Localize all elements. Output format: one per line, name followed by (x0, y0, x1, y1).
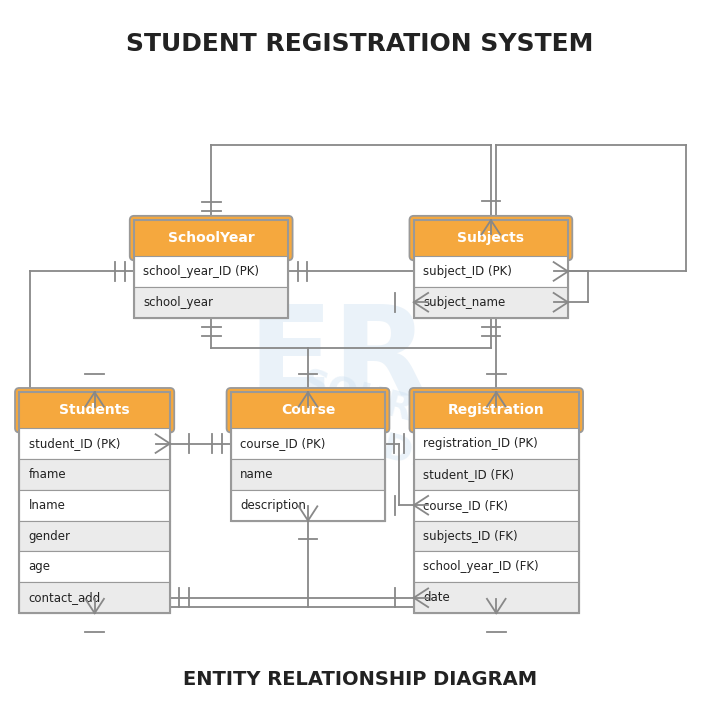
Text: date: date (423, 591, 450, 604)
Text: Students: Students (59, 403, 130, 417)
Bar (231, 459, 385, 490)
Text: school_year_ID (PK): school_year_ID (PK) (143, 265, 259, 278)
Bar (414, 582, 579, 613)
Text: lname: lname (29, 499, 66, 512)
Text: subject_ID (PK): subject_ID (PK) (423, 265, 512, 278)
Bar (19, 521, 170, 552)
Bar (414, 459, 579, 490)
Text: Registration: Registration (448, 403, 544, 417)
Text: ENTITY RELATIONSHIP DIAGRAM: ENTITY RELATIONSHIP DIAGRAM (183, 670, 537, 688)
Text: gender: gender (29, 530, 71, 543)
Text: subjects_ID (FK): subjects_ID (FK) (423, 530, 518, 543)
Bar (414, 287, 568, 318)
Bar (19, 392, 170, 613)
Text: school_year: school_year (143, 296, 213, 309)
Bar (231, 490, 385, 521)
Text: course_ID (FK): course_ID (FK) (423, 499, 508, 512)
Bar (231, 392, 385, 521)
Text: Subjects: Subjects (457, 231, 524, 245)
Bar (231, 428, 385, 459)
Text: STUDENT REGISTRATION SYSTEM: STUDENT REGISTRATION SYSTEM (126, 32, 594, 56)
Bar (19, 582, 170, 613)
Text: school_year_ID (FK): school_year_ID (FK) (423, 560, 539, 573)
Bar (414, 521, 579, 552)
FancyBboxPatch shape (410, 216, 572, 261)
Text: CODE: CODE (323, 415, 440, 477)
FancyBboxPatch shape (410, 388, 583, 433)
Text: Course: Course (281, 403, 336, 417)
Bar (134, 256, 288, 287)
Bar (414, 490, 579, 521)
Bar (19, 552, 170, 582)
Text: subject_name: subject_name (423, 296, 505, 309)
Text: ER: ER (248, 300, 429, 420)
Text: course_ID (PK): course_ID (PK) (240, 437, 325, 450)
Bar (414, 256, 568, 287)
Bar (414, 552, 579, 582)
Text: contact_add: contact_add (29, 591, 101, 604)
Text: age: age (29, 560, 50, 573)
Text: description: description (240, 499, 306, 512)
Text: SchoolYear: SchoolYear (168, 231, 255, 245)
FancyBboxPatch shape (227, 388, 390, 433)
Text: registration_ID (PK): registration_ID (PK) (423, 437, 538, 450)
Text: SOURCE: SOURCE (297, 365, 466, 441)
Bar (19, 459, 170, 490)
Bar (414, 392, 579, 613)
Text: name: name (240, 468, 274, 481)
Bar (134, 287, 288, 318)
Text: student_ID (PK): student_ID (PK) (29, 437, 120, 450)
FancyBboxPatch shape (130, 216, 292, 261)
Text: fname: fname (29, 468, 66, 481)
Bar (414, 428, 579, 459)
Bar (19, 490, 170, 521)
FancyBboxPatch shape (15, 388, 174, 433)
Bar (134, 220, 288, 318)
Bar (414, 220, 568, 318)
Text: student_ID (FK): student_ID (FK) (423, 468, 514, 481)
Bar (19, 428, 170, 459)
